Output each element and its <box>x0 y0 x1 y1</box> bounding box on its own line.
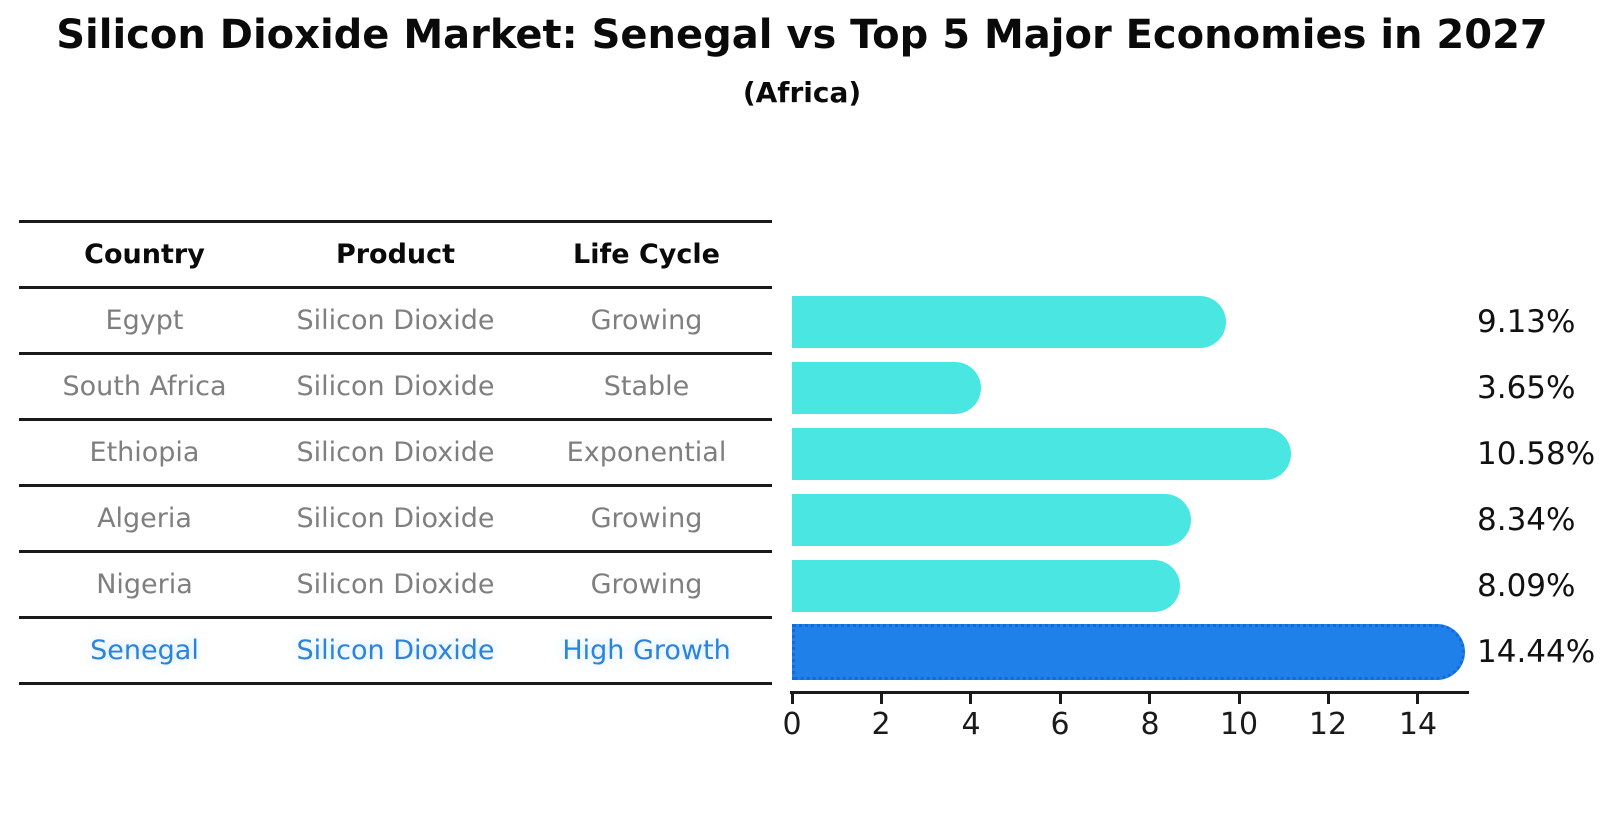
country-cell: Senegal <box>90 635 199 666</box>
value-label-egypt: 9.13% <box>1477 304 1576 340</box>
value-label-ethiopia: 10.58% <box>1477 436 1596 472</box>
table-header-life-cycle: Life Cycle <box>573 239 720 270</box>
bar-egypt <box>792 296 1226 348</box>
life-cycle-cell: Stable <box>603 371 690 402</box>
life-cycle-cell: Growing <box>590 569 703 600</box>
table-row-algeria: Algeria Silicon Dioxide Growing <box>19 487 772 553</box>
product-cell: Silicon Dioxide <box>296 437 495 468</box>
table-row-ethiopia: Ethiopia Silicon Dioxide Exponential <box>19 421 772 487</box>
bar-ethiopia <box>792 428 1291 480</box>
x-axis-tick-label: 0 <box>782 707 802 742</box>
table-header-country: Country <box>84 239 205 270</box>
x-axis-tick-label: 14 <box>1398 707 1438 742</box>
x-axis-tick <box>880 693 883 704</box>
x-axis-tick <box>969 693 972 704</box>
value-label-south-africa: 3.65% <box>1477 370 1576 406</box>
country-cell: Algeria <box>97 503 192 534</box>
x-axis-line <box>790 691 1469 694</box>
table-header-product: Product <box>335 239 456 270</box>
product-cell: Silicon Dioxide <box>296 569 495 600</box>
table-row-egypt: Egypt Silicon Dioxide Growing <box>19 289 772 355</box>
life-cycle-cell: High Growth <box>562 635 731 666</box>
country-cell: Nigeria <box>96 569 193 600</box>
value-label-algeria: 8.34% <box>1477 502 1576 538</box>
country-cell: Egypt <box>105 305 184 336</box>
chart-subtitle: (Africa) <box>742 76 862 109</box>
product-cell: Silicon Dioxide <box>296 371 495 402</box>
value-label-senegal: 14.44% <box>1477 634 1596 670</box>
x-axis-tick-label: 6 <box>1050 707 1070 742</box>
bar-south-africa <box>792 362 981 414</box>
life-cycle-cell: Growing <box>590 503 703 534</box>
product-cell: Silicon Dioxide <box>296 305 495 336</box>
life-cycle-cell: Growing <box>590 305 703 336</box>
value-label-nigeria: 8.09% <box>1477 568 1576 604</box>
x-axis-tick-label: 8 <box>1140 707 1160 742</box>
life-cycle-cell: Exponential <box>566 437 727 468</box>
table-header-row: Country Product Life Cycle <box>19 223 772 289</box>
bar-nigeria <box>792 560 1180 612</box>
product-cell: Silicon Dioxide <box>296 503 495 534</box>
table-row-senegal: Senegal Silicon Dioxide High Growth <box>19 619 772 685</box>
bar-algeria <box>792 494 1191 546</box>
table-row-nigeria: Nigeria Silicon Dioxide Growing <box>19 553 772 619</box>
country-cell: Ethiopia <box>89 437 200 468</box>
x-axis-tick <box>1327 693 1330 704</box>
product-cell: Silicon Dioxide <box>296 635 495 666</box>
x-axis-tick <box>791 693 794 704</box>
x-axis-tick-label: 12 <box>1308 707 1348 742</box>
bar-senegal <box>792 624 1465 680</box>
x-axis-tick-label: 10 <box>1219 707 1259 742</box>
country-table: Country Product Life Cycle Egypt Silicon… <box>19 220 772 685</box>
x-axis-tick <box>1416 693 1419 704</box>
country-cell: South Africa <box>62 371 227 402</box>
x-axis-tick <box>1238 693 1241 704</box>
chart-title: Silicon Dioxide Market: Senegal vs Top 5… <box>56 12 1548 58</box>
x-axis-tick-label: 2 <box>871 707 891 742</box>
x-axis-tick-label: 4 <box>961 707 981 742</box>
table-row-south-africa: South Africa Silicon Dioxide Stable <box>19 355 772 421</box>
x-axis-tick <box>1148 693 1151 704</box>
x-axis-tick <box>1059 693 1062 704</box>
